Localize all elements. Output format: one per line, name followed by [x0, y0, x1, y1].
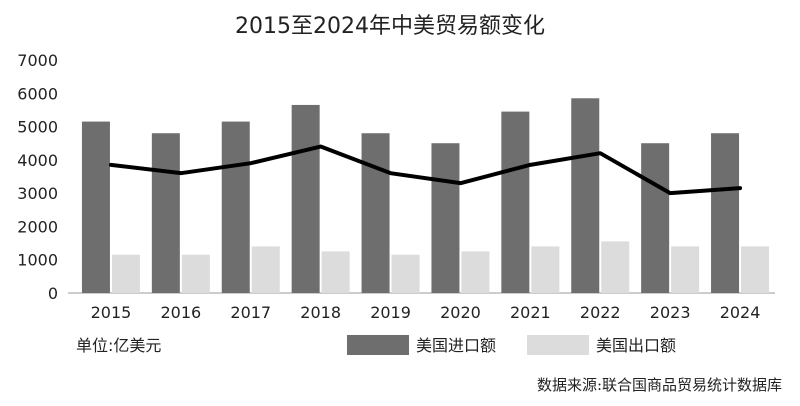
- y-tick-label: 6000: [17, 84, 58, 103]
- x-tick-label: 2023: [650, 303, 691, 322]
- legend-swatch-export: [527, 335, 589, 355]
- x-tick-label: 2016: [160, 303, 201, 322]
- bar-import: [641, 143, 670, 293]
- bar-export: [531, 246, 560, 293]
- unit-label: 单位:亿美元: [76, 336, 161, 355]
- legend-swatch-import: [347, 335, 409, 355]
- bar-import: [711, 133, 740, 293]
- legend-label-export: 美国出口额: [596, 336, 676, 355]
- y-axis: 0 1000 2000 3000 4000 5000 6000 7000: [17, 51, 58, 303]
- legend-label-import: 美国进口额: [416, 336, 496, 355]
- y-tick-label: 4000: [17, 151, 58, 170]
- bars-group: [81, 98, 770, 294]
- bar-export: [461, 251, 490, 293]
- x-tick-label: 2024: [720, 303, 761, 322]
- x-tick-label: 2021: [510, 303, 551, 322]
- bar-import: [571, 98, 600, 294]
- x-axis: 2015 2016 2017 2018 2019 2020 2021 2022 2023 2024: [91, 303, 761, 322]
- x-tick-label: 2015: [91, 303, 132, 322]
- y-tick-label: 1000: [17, 251, 58, 270]
- bar-import: [361, 133, 390, 293]
- bar-export: [111, 254, 140, 293]
- x-tick-label: 2019: [370, 303, 411, 322]
- y-tick-label: 3000: [17, 184, 58, 203]
- bar-export: [601, 241, 630, 293]
- line-series-group: [108, 144, 743, 196]
- bar-export: [321, 251, 350, 293]
- x-tick-label: 2022: [580, 303, 621, 322]
- x-tick-label: 2020: [440, 303, 481, 322]
- bar-import: [431, 143, 460, 293]
- bar-import: [151, 133, 180, 293]
- bar-import: [501, 111, 530, 293]
- bar-import: [221, 121, 250, 293]
- bar-export: [181, 254, 210, 293]
- y-tick-label: 5000: [17, 118, 58, 137]
- chart-title: 2015至2024年中美贸易额变化: [235, 14, 545, 39]
- y-tick-label: 2000: [17, 217, 58, 236]
- bar-export: [391, 254, 420, 293]
- x-tick-label: 2018: [300, 303, 341, 322]
- bar-export: [741, 246, 770, 293]
- line-series-path: [108, 144, 743, 196]
- y-tick-label: 0: [48, 284, 58, 303]
- legend: 美国进口额 美国出口额: [347, 335, 676, 355]
- source-note: 数据来源:联合国商品贸易统计数据库: [537, 376, 782, 394]
- bar-export: [251, 246, 280, 293]
- bar-import: [81, 121, 110, 293]
- x-tick-label: 2017: [230, 303, 271, 322]
- bar-export: [671, 246, 700, 293]
- bar-import: [291, 104, 320, 293]
- y-tick-label: 7000: [17, 51, 58, 70]
